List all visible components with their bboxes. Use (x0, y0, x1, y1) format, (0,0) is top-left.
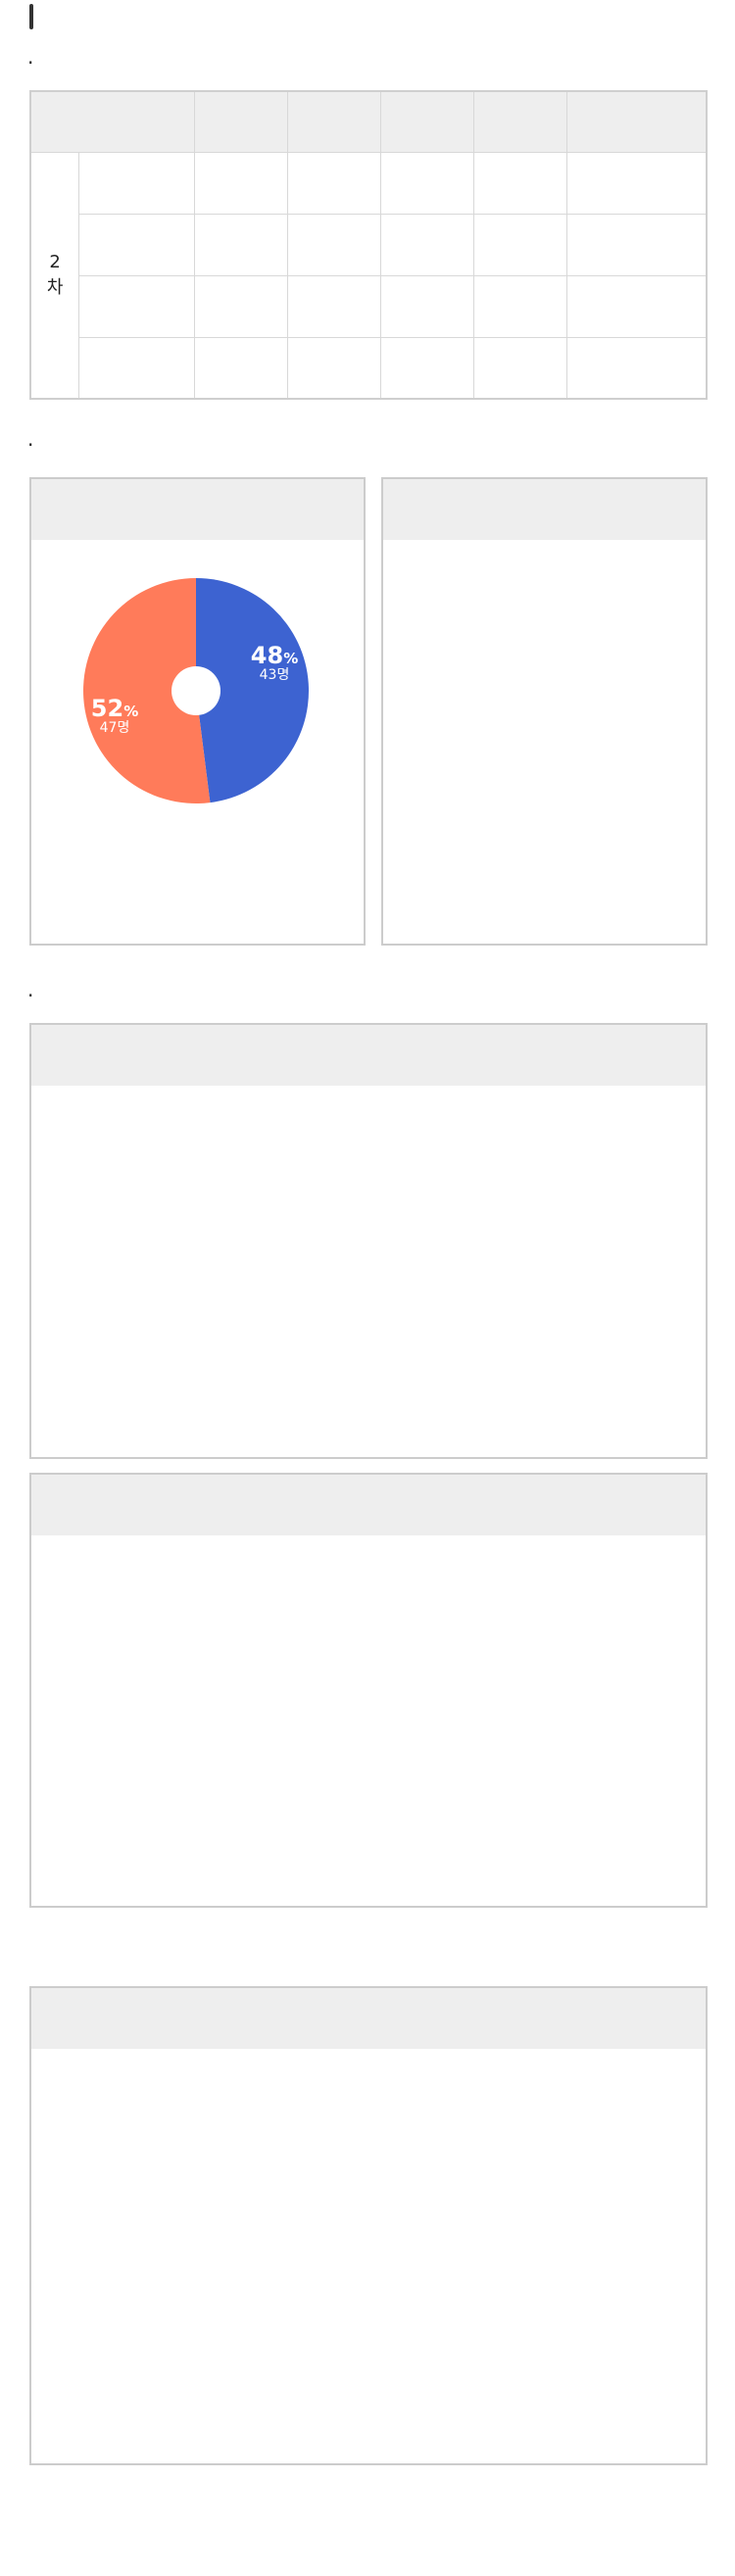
page-title (29, 0, 41, 31)
row-label (77, 151, 195, 215)
table-row (30, 213, 708, 276)
table-cell (472, 213, 567, 276)
trend-chart-card (29, 1986, 708, 2465)
trend-chart-title (31, 1988, 706, 2049)
table-header-year (379, 90, 474, 153)
table-cell (379, 336, 474, 400)
pie-hole (172, 666, 220, 715)
pie-slice (83, 578, 211, 803)
table-cell (379, 151, 474, 215)
table-cell (193, 274, 288, 338)
table-cell (565, 336, 708, 400)
table-cell (286, 274, 381, 338)
table-cell (286, 336, 381, 400)
table-cell (565, 274, 708, 338)
age-chart-title (383, 479, 706, 540)
fail-rate-chart-card (29, 1473, 708, 1908)
pie-slice (196, 578, 310, 803)
avg-score-chart-card (29, 1023, 708, 1459)
table-cell (379, 274, 474, 338)
table-cell (472, 151, 567, 215)
table-row (30, 336, 708, 400)
table-header-year (286, 90, 381, 153)
gender-pie-chart: 48% 43명 52% 47명 (31, 479, 364, 944)
table-cell (472, 336, 567, 400)
row-label (77, 213, 195, 276)
table-header-year (193, 90, 288, 153)
percent-sign: % (283, 650, 299, 668)
row-label (77, 336, 195, 400)
table-cell (472, 274, 567, 338)
pie-slice-label: 52% 47명 (91, 696, 138, 737)
pie-percent: 52% (90, 695, 139, 723)
table-cell (565, 213, 708, 276)
table-cell (193, 151, 288, 215)
row-label (77, 274, 195, 338)
score-trend-line-chart (31, 1988, 706, 2463)
avg-score-bar-chart (31, 1025, 706, 1457)
table-cell (193, 336, 288, 400)
table-header-category (29, 90, 195, 153)
section-title-subject: · (27, 984, 33, 1007)
table-cell (193, 213, 288, 276)
table-row (30, 274, 708, 338)
table-header-year (472, 90, 567, 153)
avg-score-chart-title (31, 1025, 706, 1086)
pie-percent: 48% (250, 642, 299, 670)
section-title-rate: · (27, 51, 33, 74)
fail-rate-bar-chart (31, 1475, 706, 1906)
fail-rate-chart-title (31, 1475, 706, 1535)
pie-count: 47명 (99, 720, 130, 737)
table-cell (286, 213, 381, 276)
gender-chart-card: 48% 43명 52% 47명 (29, 477, 366, 946)
section-title-status: · (27, 433, 33, 457)
table-cell (286, 151, 381, 215)
percent-sign: % (123, 703, 139, 721)
table-header-row (29, 90, 708, 153)
table-cell (565, 151, 708, 215)
gender-chart-title (31, 479, 364, 540)
table-cell (379, 213, 474, 276)
age-chart-card (381, 477, 708, 946)
age-pie-chart (383, 479, 706, 944)
table-header-year (565, 90, 708, 153)
pie-slice-label: 48% 43명 (251, 643, 298, 684)
pie-count: 43명 (259, 667, 290, 684)
